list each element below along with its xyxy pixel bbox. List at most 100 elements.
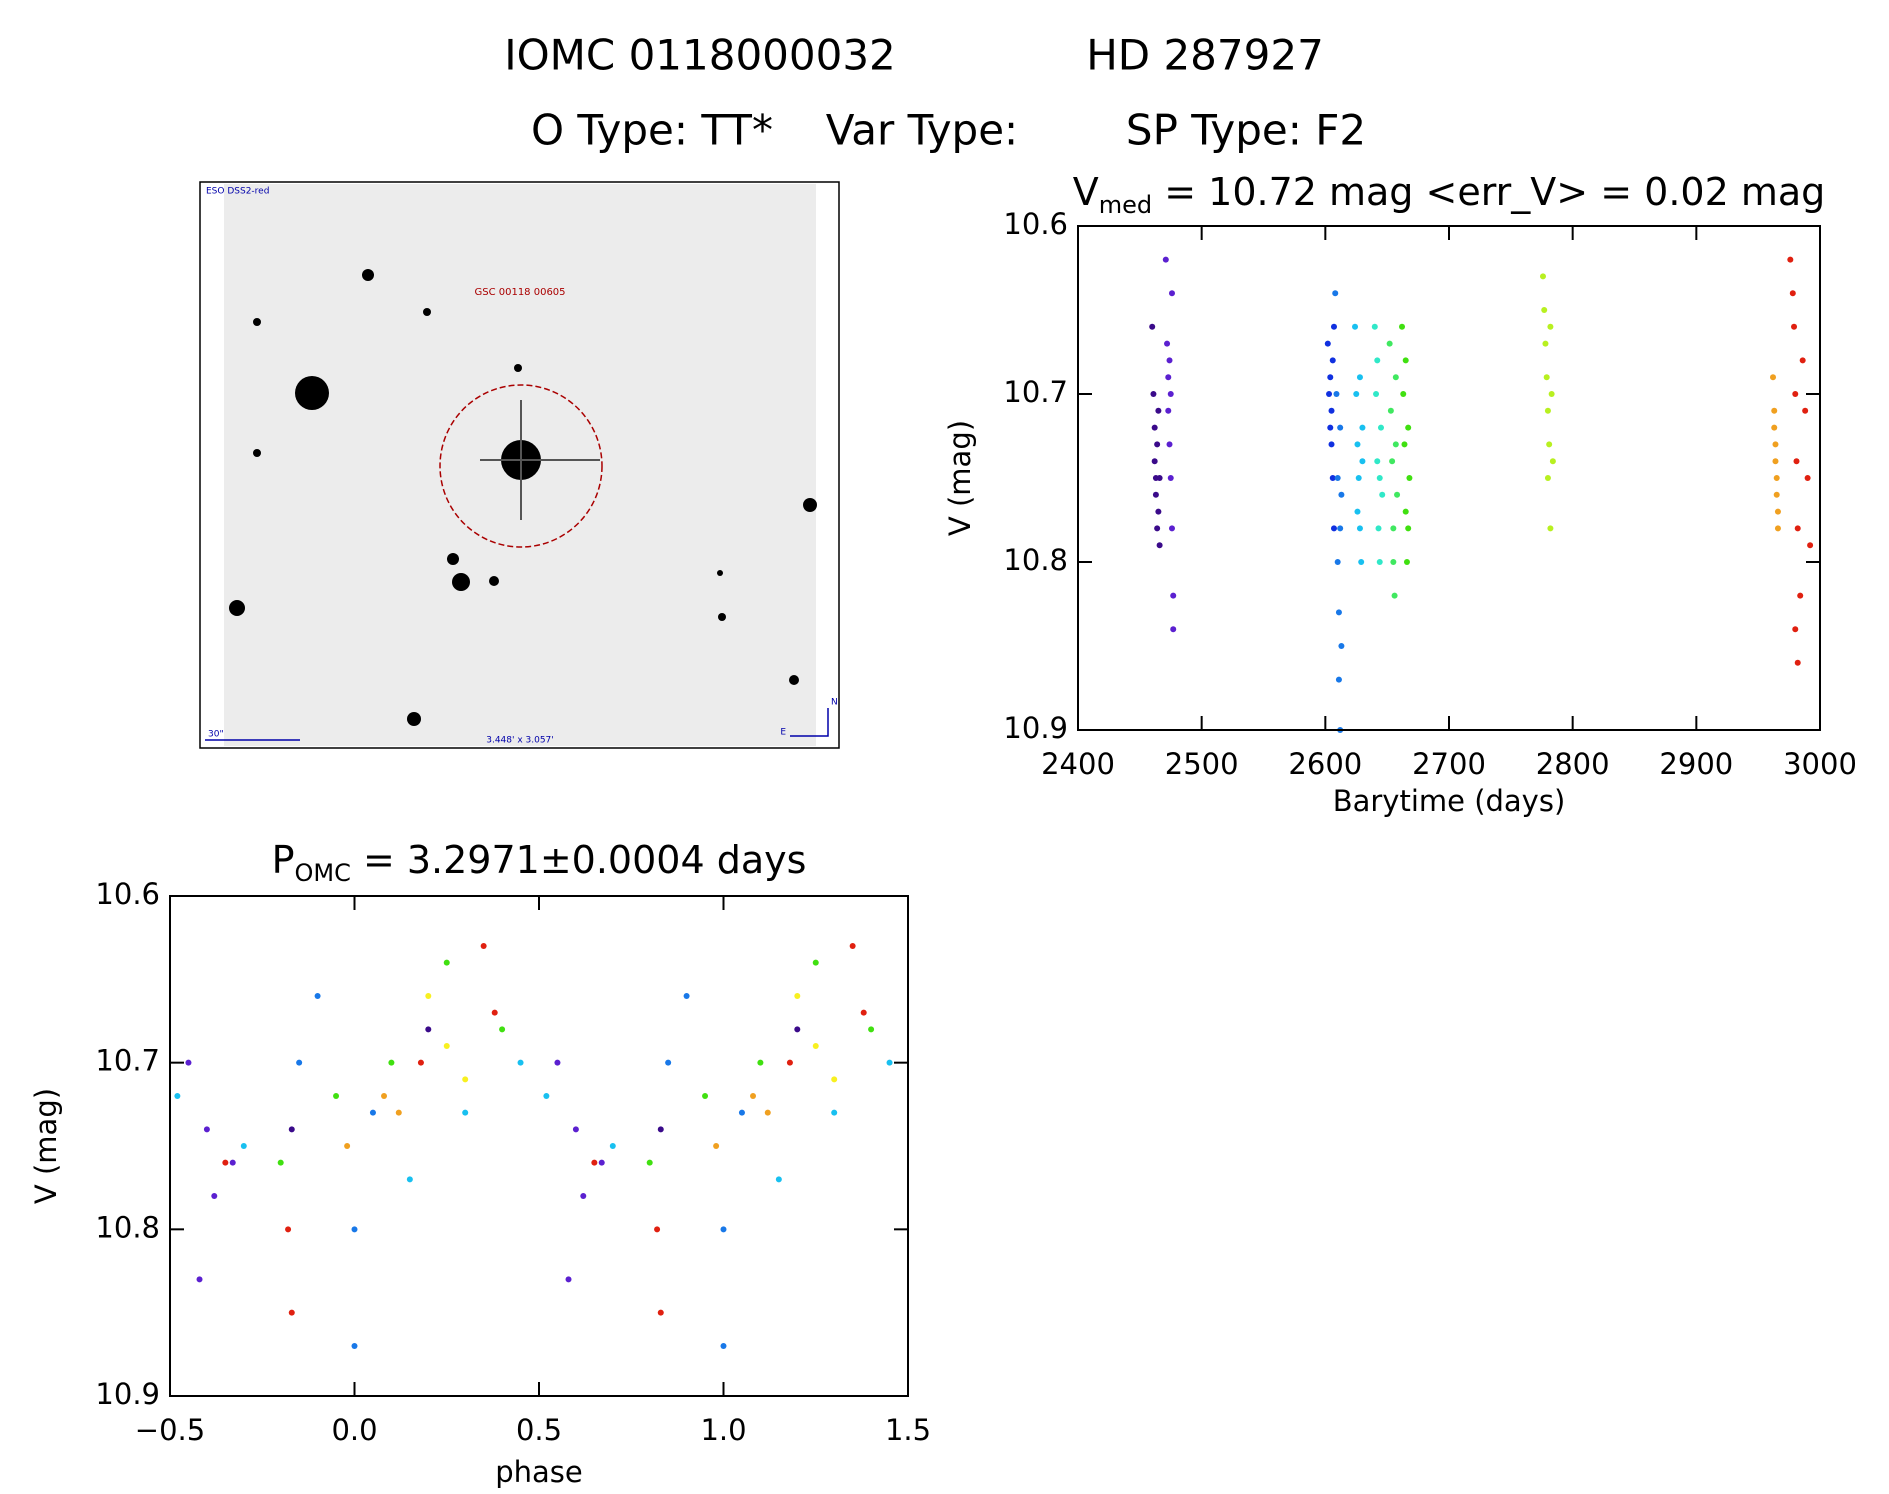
data-point [314,993,321,999]
data-point [1338,491,1345,498]
data-point [849,943,856,949]
data-point [598,1159,605,1166]
object-type: O Type: TT* [531,106,773,155]
data-point [462,1109,469,1116]
data-point [543,1093,550,1099]
data-point [1405,424,1412,431]
data-point [1771,407,1778,414]
data-point [1379,491,1386,498]
x-tick-label: 2400 [1041,747,1115,781]
data-point [683,993,690,999]
data-point [1774,508,1781,515]
x-tick-label: 2500 [1165,747,1239,781]
data-point [1356,374,1363,381]
data-point [229,1159,236,1166]
data-point [591,1159,598,1166]
data-point [1390,525,1397,532]
data-point [565,1276,572,1283]
data-point [1155,407,1162,414]
data-point [1772,441,1779,448]
data-point [1392,441,1399,448]
data-point [794,1026,801,1033]
data-point [1544,475,1551,481]
data-point [1402,508,1409,515]
data-point [1541,307,1548,313]
data-point [1799,357,1806,364]
data-point [1390,559,1397,565]
data-point [580,1193,587,1199]
title-subscript: OMC [295,859,351,887]
data-point [1543,374,1550,381]
data-point [554,1059,561,1066]
data-point [1149,323,1156,330]
y-tick-label: 10.9 [95,1377,160,1411]
data-point [351,1343,358,1349]
data-point [1787,256,1794,263]
data-point [1329,475,1336,481]
data-point [1394,491,1401,498]
data-point [1772,458,1779,465]
data-point [1770,374,1777,381]
data-point [344,1143,351,1149]
data-point [646,1159,653,1166]
data-point [1353,391,1360,397]
data-point [750,1093,757,1099]
data-point [1371,323,1378,330]
data-point [1797,592,1804,599]
data-point [1374,357,1381,364]
data-point [860,1009,867,1016]
y-tick-label: 10.8 [1003,543,1068,577]
x-tick-label: 2800 [1536,747,1610,781]
data-point [1354,508,1361,515]
data-point [1402,357,1409,364]
target-label: GSC 00118 00605 [474,287,565,298]
data-point [1154,525,1161,532]
data-point [1542,340,1549,347]
data-point [1794,525,1801,532]
data-point [1793,458,1800,465]
data-point [1170,626,1177,633]
x-tick-label: 2700 [1412,747,1486,781]
data-point [1389,458,1396,465]
y-axis-label: V (mag) [943,420,977,536]
data-point [868,1026,875,1033]
data-point [1332,290,1339,297]
data-point [1377,424,1384,431]
data-point [1804,475,1811,481]
data-point [1165,407,1172,414]
data-point [1334,475,1341,481]
data-point [369,1109,376,1116]
data-point [1167,475,1174,481]
x-axis-label: Barytime (days) [1333,784,1566,818]
spectral-type: SP Type: F2 [1126,106,1366,155]
data-point [1547,525,1554,532]
data-point [1406,475,1413,481]
east-label: E [780,728,786,738]
y-axis-label: V (mag) [29,1088,63,1204]
data-point [1337,424,1344,431]
data-point [1549,458,1556,465]
data-point [1330,525,1337,532]
data-point [1162,256,1169,263]
data-point [443,959,450,966]
data-point [1789,290,1796,297]
y-tick-label: 10.7 [1003,375,1068,409]
data-point [1376,559,1383,565]
data-point [499,1026,506,1033]
data-point [517,1059,524,1066]
x-tick-label: 1.0 [700,1413,746,1447]
data-point [1330,323,1337,330]
data-point [1329,357,1336,364]
data-point [1546,441,1553,448]
data-point [491,1009,498,1016]
data-point [1334,559,1341,565]
y-tick-label: 10.7 [95,1044,160,1078]
data-point [609,1143,616,1149]
data-point [1539,273,1546,280]
data-point [1544,407,1551,414]
data-point [1152,491,1159,498]
title-rest: = 3.2971±0.0004 days [351,838,807,882]
data-point [406,1176,413,1183]
data-point [1773,491,1780,498]
x-tick-label: 2900 [1659,747,1733,781]
